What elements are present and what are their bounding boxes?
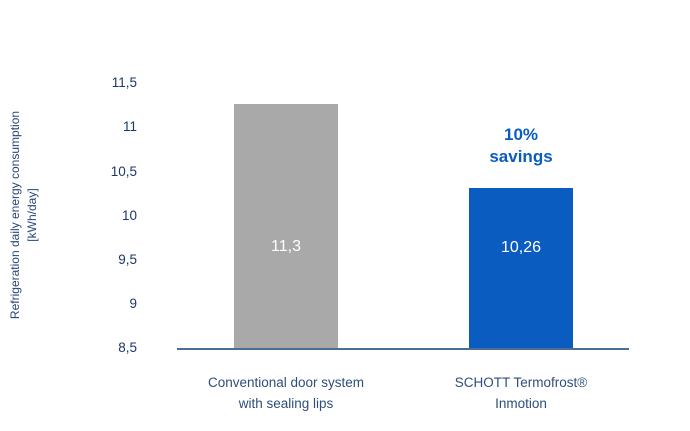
bar-value-conventional: 11,3 [271,238,301,255]
bar-schott-termofrost [469,188,573,348]
bar-value-schott: 10,26 [500,239,542,256]
category-label-schott: SCHOTT Termofrost® Inmotion [371,372,671,414]
category-label-conventional: Conventional door system with sealing li… [136,372,436,414]
savings-annotation-line1: 10% [503,125,539,144]
x-axis-line [177,348,629,350]
y-tick-11: 11 [122,119,137,134]
y-axis-title-line2: [kWh/day] [25,188,39,242]
category-conventional-line1: Conventional door system [207,375,365,390]
savings-annotation: 10% savings [444,124,598,168]
category-schott-line2: Inmotion [495,396,547,411]
savings-annotation-line2: savings [489,147,553,166]
y-axis-title-line1: Refrigeration daily energy consumption [8,110,22,320]
y-axis-title: Refrigeration daily energy consumption [… [7,55,41,375]
y-tick-9: 9 [129,296,137,311]
category-schott-line1: SCHOTT Termofrost® [454,375,588,390]
bar-conventional [234,104,338,348]
y-tick-8-5: 8,5 [118,340,137,355]
y-tick-10: 10 [121,208,137,223]
y-tick-9-5: 9,5 [118,252,137,267]
y-tick-10-5: 10,5 [110,164,137,179]
category-conventional-line2: with sealing lips [238,396,334,411]
y-tick-11-5: 11,5 [111,75,137,90]
